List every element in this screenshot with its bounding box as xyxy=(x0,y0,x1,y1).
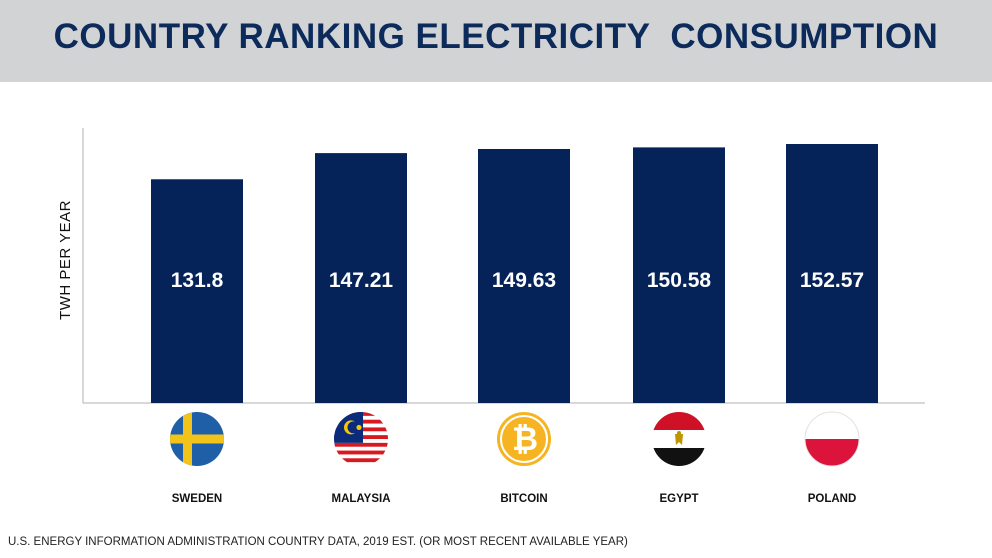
sweden-flag-icon xyxy=(170,412,224,466)
svg-text:₿: ₿ xyxy=(512,421,538,457)
bar-sweden xyxy=(151,179,243,403)
egypt-flag-icon xyxy=(652,412,706,466)
malaysia-flag-icon xyxy=(334,412,388,466)
bar-value-label: 149.63 xyxy=(492,269,556,292)
bar-value-label: 131.8 xyxy=(171,269,224,292)
category-label: MALAYSIA xyxy=(332,493,391,505)
bar-value-label: 150.58 xyxy=(647,269,712,292)
bar-poland xyxy=(786,144,878,403)
category-label: POLAND xyxy=(808,493,857,505)
category-label: EGYPT xyxy=(660,493,699,505)
category-label: BITCOIN xyxy=(500,493,547,505)
category-label: SWEDEN xyxy=(172,493,222,505)
page-title: COUNTRY RANKING ELECTRICITY CONSUMPTION xyxy=(53,17,939,56)
bar-bitcoin xyxy=(478,148,570,403)
y-axis-label: TWH PER YEAR xyxy=(57,200,74,320)
bar-value-label: 147.21 xyxy=(329,269,394,292)
source-caption: U.S. ENERGY INFORMATION ADMINISTRATION C… xyxy=(8,536,628,548)
title-banner: COUNTRY RANKING ELECTRICITY CONSUMPTION xyxy=(0,0,992,82)
bitcoin-icon: ₿ xyxy=(497,412,551,466)
bar-malaysia xyxy=(315,153,407,403)
bar-value-label: 152.57 xyxy=(800,269,864,292)
bar-egypt xyxy=(633,147,725,403)
